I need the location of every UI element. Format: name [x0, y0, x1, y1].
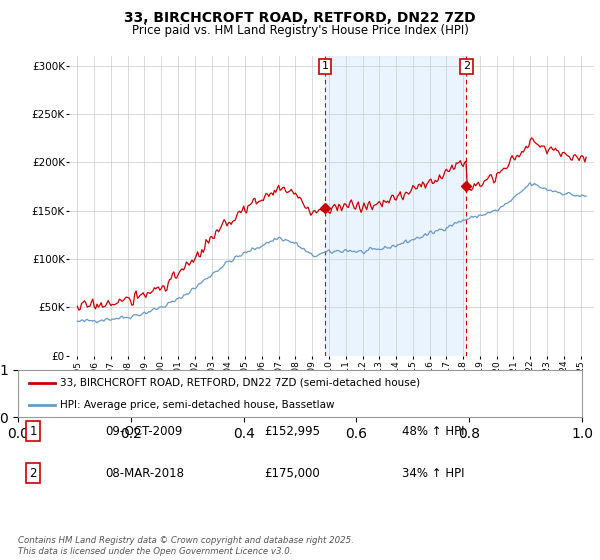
Text: 1: 1 [29, 424, 37, 438]
Text: £152,995: £152,995 [264, 424, 320, 438]
Text: 34% ↑ HPI: 34% ↑ HPI [402, 466, 464, 480]
Text: 33, BIRCHCROFT ROAD, RETFORD, DN22 7ZD (semi-detached house): 33, BIRCHCROFT ROAD, RETFORD, DN22 7ZD (… [60, 378, 421, 388]
Text: 2: 2 [463, 62, 470, 72]
Text: £175,000: £175,000 [264, 466, 320, 480]
Text: 1: 1 [322, 62, 329, 72]
Text: 09-OCT-2009: 09-OCT-2009 [105, 424, 182, 438]
Text: 2: 2 [29, 466, 37, 480]
Bar [325, 56, 466, 356]
Text: 33, BIRCHCROFT ROAD, RETFORD, DN22 7ZD: 33, BIRCHCROFT ROAD, RETFORD, DN22 7ZD [124, 11, 476, 25]
Text: Contains HM Land Registry data © Crown copyright and database right 2025.
This d: Contains HM Land Registry data © Crown c… [18, 536, 354, 556]
Text: 08-MAR-2018: 08-MAR-2018 [105, 466, 184, 480]
Text: 48% ↑ HPI: 48% ↑ HPI [402, 424, 464, 438]
Text: Price paid vs. HM Land Registry's House Price Index (HPI): Price paid vs. HM Land Registry's House … [131, 24, 469, 36]
Text: HPI: Average price, semi-detached house, Bassetlaw: HPI: Average price, semi-detached house,… [60, 400, 335, 410]
